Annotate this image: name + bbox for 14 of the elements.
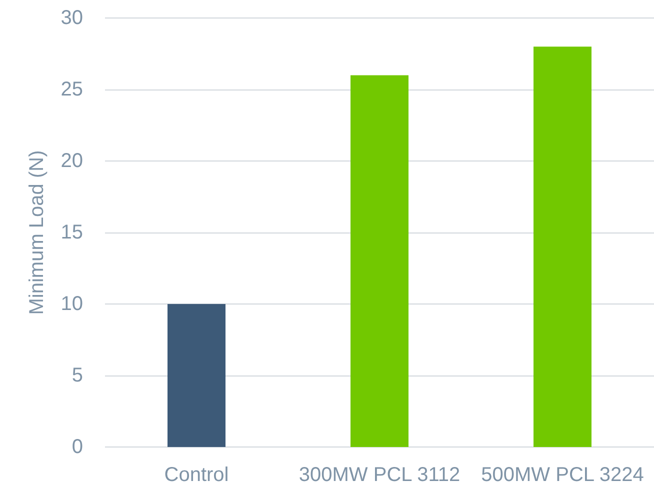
- y-tick-label: 20: [60, 150, 83, 172]
- y-tick-label: 5: [72, 364, 83, 386]
- bar: [534, 46, 592, 447]
- bar: [350, 75, 408, 447]
- x-tick-label: Control: [164, 464, 229, 486]
- y-tick-label: 30: [60, 7, 83, 29]
- y-tick-label: 25: [60, 78, 83, 100]
- y-tick-label: 15: [60, 222, 83, 244]
- x-tick-label: 300MW PCL 3112: [298, 464, 460, 486]
- y-axis-title: Minimum Load (N): [26, 150, 48, 315]
- y-tick-label: 10: [60, 293, 83, 315]
- x-tick-label: 500MW PCL 3224: [481, 464, 644, 486]
- y-tick-label: 0: [72, 436, 83, 458]
- bar: [168, 304, 226, 447]
